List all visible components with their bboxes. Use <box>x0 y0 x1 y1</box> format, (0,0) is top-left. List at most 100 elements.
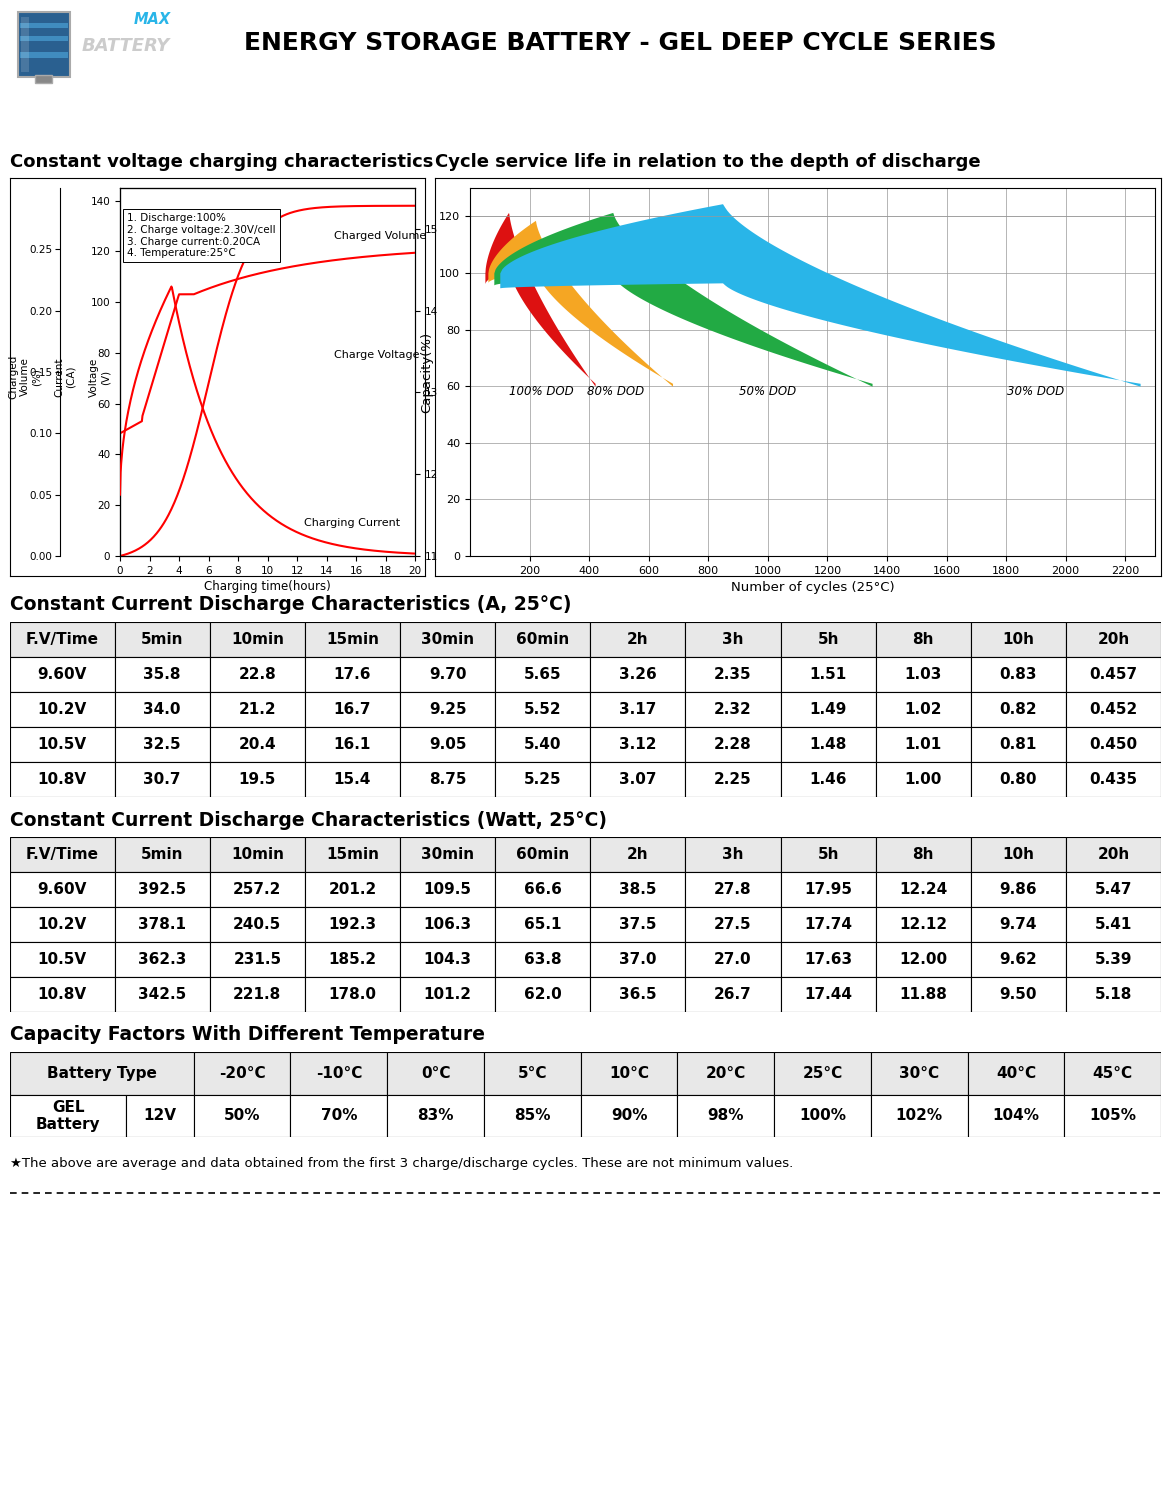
Text: 30.7: 30.7 <box>144 772 182 788</box>
Text: 20.4: 20.4 <box>239 736 276 752</box>
Text: 231.5: 231.5 <box>233 952 281 968</box>
Bar <box>495 976 590 1012</box>
Text: 178.0: 178.0 <box>328 987 376 1002</box>
Text: -10°C: -10°C <box>316 1065 362 1080</box>
Bar <box>581 1095 677 1137</box>
Text: 15.4: 15.4 <box>334 772 371 788</box>
Text: 9.50: 9.50 <box>1000 987 1038 1002</box>
Text: 5.39: 5.39 <box>1095 952 1132 968</box>
Bar <box>590 622 685 657</box>
Bar <box>11 908 115 942</box>
Text: 9.05: 9.05 <box>429 736 466 752</box>
Bar <box>495 657 590 692</box>
Bar <box>590 871 685 907</box>
Bar <box>11 728 115 762</box>
Text: Battery Type: Battery Type <box>47 1065 157 1080</box>
Text: F.V/Time: F.V/Time <box>26 632 98 646</box>
Text: 26.7: 26.7 <box>714 987 752 1002</box>
Bar <box>590 942 685 976</box>
Bar <box>484 1052 581 1095</box>
Bar <box>210 622 304 657</box>
Text: 10°C: 10°C <box>609 1065 649 1080</box>
Text: 37.0: 37.0 <box>619 952 657 968</box>
Text: 1.48: 1.48 <box>809 736 847 752</box>
Bar <box>11 622 115 657</box>
Text: 10min: 10min <box>231 847 283 862</box>
Text: 50% DOD: 50% DOD <box>739 384 796 398</box>
Bar <box>876 976 971 1012</box>
Bar <box>971 762 1066 796</box>
Bar <box>210 976 304 1012</box>
Text: ★The above are average and data obtained from the first 3 charge/discharge cycle: ★The above are average and data obtained… <box>11 1156 793 1170</box>
Bar <box>1066 657 1160 692</box>
Bar <box>210 908 304 942</box>
Bar <box>590 908 685 942</box>
Bar <box>774 1095 871 1137</box>
Text: 66.6: 66.6 <box>523 882 562 897</box>
Text: 2.35: 2.35 <box>714 668 752 682</box>
Text: 12.12: 12.12 <box>899 916 947 932</box>
Bar <box>290 1052 388 1095</box>
Text: Current
(CA): Current (CA) <box>54 357 76 398</box>
Bar <box>304 942 400 976</box>
Bar <box>971 908 1066 942</box>
Text: 1.02: 1.02 <box>904 702 941 717</box>
Text: 0.82: 0.82 <box>1000 702 1038 717</box>
Text: Capacity Factors With Different Temperature: Capacity Factors With Different Temperat… <box>11 1026 485 1044</box>
Bar <box>35 75 52 82</box>
Text: 50%: 50% <box>224 1108 260 1124</box>
Bar <box>18 12 70 76</box>
Bar <box>876 871 971 907</box>
Text: 9.74: 9.74 <box>1000 916 1038 932</box>
X-axis label: Number of cycles (25°C): Number of cycles (25°C) <box>731 582 895 594</box>
Bar <box>685 908 781 942</box>
Text: 10.5V: 10.5V <box>37 736 87 752</box>
Text: 3.17: 3.17 <box>619 702 657 717</box>
Text: 5°C: 5°C <box>518 1065 547 1080</box>
Bar <box>495 837 590 872</box>
Text: 10.8V: 10.8V <box>37 987 87 1002</box>
Text: 1.46: 1.46 <box>809 772 847 788</box>
Text: 62.0: 62.0 <box>523 987 562 1002</box>
Bar <box>876 622 971 657</box>
Text: 0.452: 0.452 <box>1089 702 1137 717</box>
Bar <box>1066 692 1160 728</box>
Text: 12V: 12V <box>143 1108 177 1124</box>
Text: 1.03: 1.03 <box>904 668 941 682</box>
Text: 362.3: 362.3 <box>138 952 186 968</box>
Text: 185.2: 185.2 <box>328 952 377 968</box>
Bar <box>876 657 971 692</box>
Text: 3h: 3h <box>723 847 744 862</box>
Text: 201.2: 201.2 <box>328 882 377 897</box>
Text: 5min: 5min <box>141 632 184 646</box>
Bar <box>781 908 876 942</box>
Bar <box>590 976 685 1012</box>
Bar <box>685 657 781 692</box>
Bar <box>967 1052 1064 1095</box>
Bar <box>781 837 876 872</box>
Bar <box>971 728 1066 762</box>
Bar <box>590 728 685 762</box>
Bar <box>590 762 685 796</box>
Bar <box>1064 1095 1160 1137</box>
Text: Constant Current Discharge Characteristics (Watt, 25°C): Constant Current Discharge Characteristi… <box>11 810 607 830</box>
Text: 3h: 3h <box>723 632 744 646</box>
Text: 30°C: 30°C <box>899 1065 939 1080</box>
Bar <box>590 657 685 692</box>
Text: 85%: 85% <box>514 1108 550 1124</box>
Text: Constant Current Discharge Characteristics (A, 25°C): Constant Current Discharge Characteristi… <box>11 596 571 615</box>
Bar <box>20 36 68 42</box>
Text: 0.450: 0.450 <box>1089 736 1137 752</box>
Text: 19.5: 19.5 <box>239 772 276 788</box>
Bar <box>11 1052 193 1095</box>
Text: 101.2: 101.2 <box>424 987 472 1002</box>
Text: 98%: 98% <box>707 1108 744 1124</box>
Bar <box>781 692 876 728</box>
Bar <box>11 976 115 1012</box>
Text: 5.25: 5.25 <box>523 772 562 788</box>
Bar <box>971 871 1066 907</box>
Text: 15min: 15min <box>326 847 379 862</box>
Text: Voltage
(V): Voltage (V) <box>89 357 111 396</box>
Bar <box>495 762 590 796</box>
Bar <box>400 908 495 942</box>
